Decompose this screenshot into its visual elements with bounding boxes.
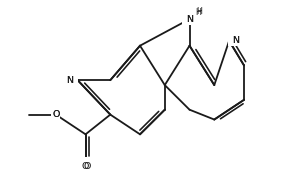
- Text: O: O: [83, 162, 91, 171]
- Text: N: N: [66, 76, 74, 85]
- Text: O: O: [52, 110, 60, 119]
- Text: N: N: [66, 76, 74, 85]
- Text: N: N: [233, 36, 239, 45]
- Text: N: N: [70, 76, 77, 85]
- Text: O: O: [52, 110, 60, 119]
- Text: N: N: [229, 36, 236, 45]
- Text: N: N: [186, 15, 193, 24]
- Text: N: N: [186, 15, 193, 24]
- Text: N: N: [233, 36, 239, 45]
- Text: H: H: [196, 8, 202, 17]
- Text: O: O: [82, 163, 89, 172]
- Text: NH: NH: [183, 15, 197, 24]
- Text: H: H: [197, 7, 202, 16]
- Text: O: O: [52, 110, 60, 119]
- Text: O: O: [82, 158, 89, 167]
